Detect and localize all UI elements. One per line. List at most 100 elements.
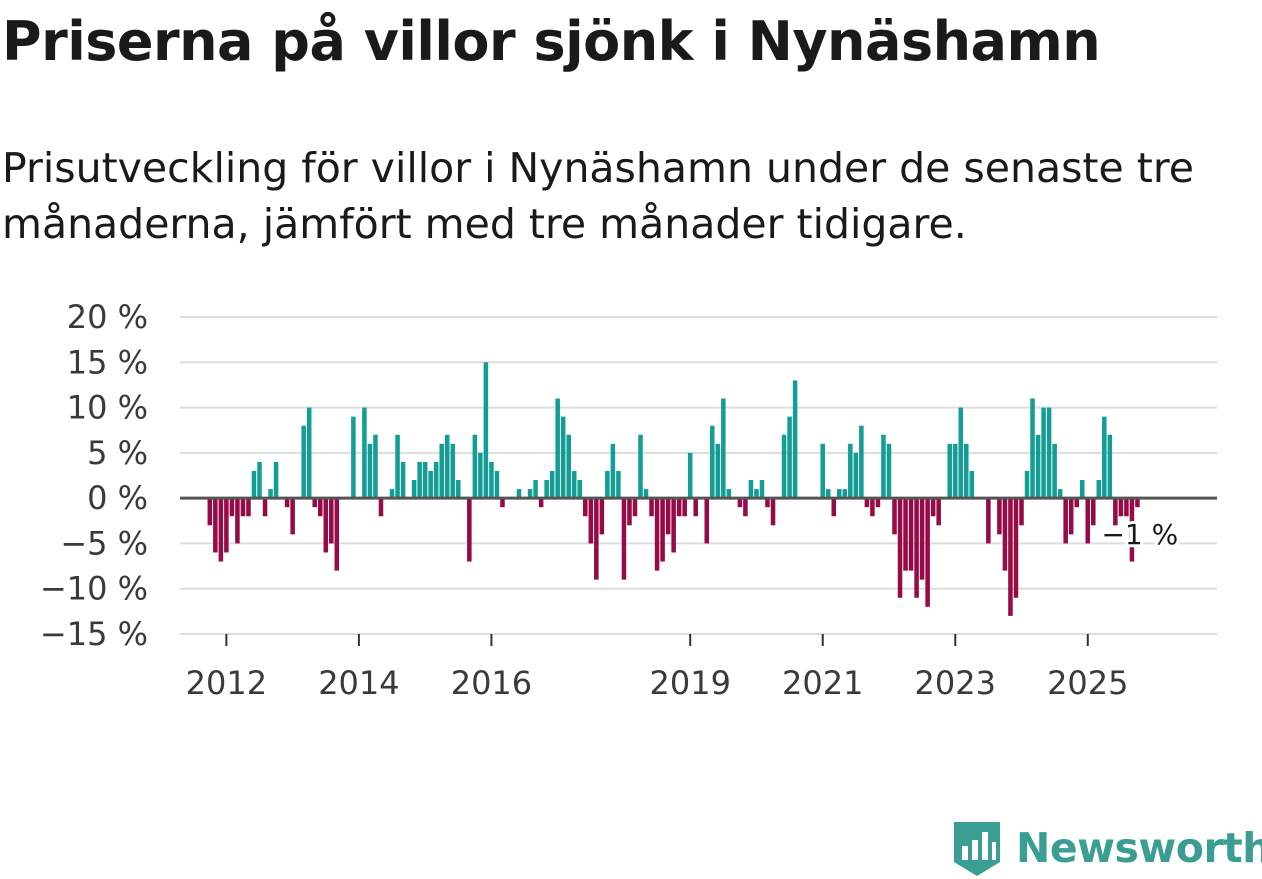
chart-subtitle: Prisutveckling för villor i Nynäshamn un…	[2, 144, 1195, 248]
bar	[472, 434, 478, 499]
bar	[218, 498, 224, 562]
x-tick-label: 2021	[782, 664, 863, 702]
bar	[1118, 498, 1124, 517]
bar	[754, 489, 759, 499]
bar	[1063, 498, 1068, 544]
bar	[781, 434, 787, 499]
bar	[207, 498, 213, 526]
bar	[726, 489, 732, 499]
bar	[842, 489, 848, 499]
end-value-label-halo: −1 %	[1101, 518, 1178, 551]
bar	[1030, 398, 1035, 499]
y-tick-label: 0 %	[87, 479, 148, 517]
bar	[246, 498, 251, 517]
axes: 20 % 15 % 10 % 5 % 0 % −5 % −10 % −15 % 2012 2014…	[40, 298, 1217, 702]
bar	[704, 498, 710, 544]
bar	[947, 443, 952, 499]
bar	[483, 362, 489, 499]
bar	[533, 480, 538, 499]
bar	[831, 498, 837, 517]
bar	[257, 461, 262, 499]
bar	[439, 443, 444, 499]
bar	[378, 498, 384, 517]
bar	[273, 461, 279, 499]
bar	[1046, 407, 1052, 499]
chart-title: Priserna på villor sjönk i Nynäshamn	[2, 10, 1101, 73]
bar	[1113, 498, 1118, 526]
y-tick-label: 20 %	[67, 298, 148, 336]
bar	[544, 480, 549, 499]
bar	[610, 443, 616, 499]
bar	[444, 434, 450, 499]
x-tick-label: 2025	[1047, 664, 1128, 702]
bar	[903, 498, 908, 571]
brand-logo[interactable]: Newsworthy	[950, 818, 1262, 878]
bar	[500, 498, 505, 508]
bar	[853, 452, 859, 499]
y-tick-label: −15 %	[40, 615, 148, 653]
bar	[555, 398, 560, 499]
end-value-label: −1 %	[1101, 518, 1178, 551]
bar	[627, 498, 632, 526]
bar	[886, 443, 892, 499]
bar	[737, 498, 743, 508]
bar	[560, 416, 566, 499]
bar	[825, 489, 831, 499]
bar	[329, 498, 334, 544]
bar	[428, 470, 433, 499]
bar	[605, 470, 610, 499]
bar	[649, 498, 654, 517]
bar	[930, 498, 936, 517]
bar	[837, 489, 842, 499]
bar	[1135, 498, 1140, 508]
bar	[588, 498, 594, 544]
bar	[770, 498, 776, 526]
bar	[1052, 443, 1057, 499]
bar	[373, 434, 378, 499]
bar	[240, 498, 246, 517]
bar	[594, 498, 599, 580]
bar	[323, 498, 329, 553]
grid-lines	[180, 316, 1217, 635]
bar	[1096, 480, 1102, 499]
bar	[489, 461, 494, 499]
bar	[494, 470, 500, 499]
bar	[1102, 416, 1107, 499]
bar	[1019, 498, 1024, 526]
bar	[671, 498, 676, 553]
bar	[715, 443, 721, 499]
bar	[881, 434, 886, 499]
bar	[986, 498, 991, 544]
bar	[1013, 498, 1019, 598]
bar	[919, 498, 925, 580]
bar	[1068, 498, 1074, 535]
bar	[224, 498, 229, 553]
bar	[290, 498, 295, 535]
bars	[207, 362, 1140, 616]
bar	[549, 470, 555, 499]
bar	[908, 498, 914, 571]
y-tick-label: −10 %	[40, 570, 148, 608]
bar	[1085, 498, 1091, 544]
bar	[367, 443, 373, 499]
bar	[411, 480, 417, 499]
x-tick-label: 2014	[318, 664, 399, 702]
bar	[317, 498, 323, 517]
bar	[1024, 470, 1030, 499]
bar	[721, 398, 726, 499]
bar	[1035, 434, 1041, 499]
bar	[676, 498, 682, 517]
bar	[638, 434, 643, 499]
bar	[251, 470, 257, 499]
bar	[301, 425, 306, 499]
bar	[389, 489, 395, 499]
bar	[571, 470, 577, 499]
bar	[710, 425, 715, 499]
bar	[1124, 498, 1129, 517]
bar	[787, 416, 792, 499]
bar	[1107, 434, 1113, 499]
bar	[362, 407, 367, 499]
bar	[417, 461, 422, 499]
bar	[892, 498, 897, 535]
